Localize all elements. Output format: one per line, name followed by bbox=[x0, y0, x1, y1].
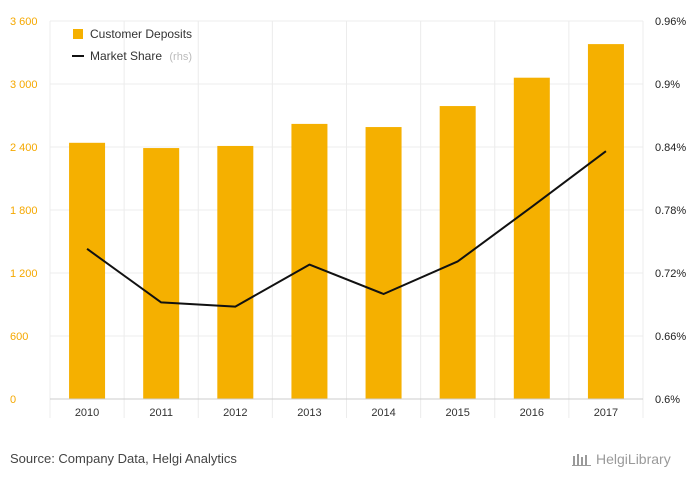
y-left-tick-label: 0 bbox=[10, 394, 16, 406]
x-tick-label: 2015 bbox=[445, 407, 469, 419]
legend-label-market-share: Market Share (rhs) bbox=[90, 49, 192, 63]
bar-2011 bbox=[143, 148, 180, 399]
y-right-tick-label: 0.72% bbox=[655, 268, 686, 280]
bar-series bbox=[69, 44, 624, 400]
library-icon bbox=[572, 454, 591, 466]
x-tick-label: 2017 bbox=[594, 407, 618, 419]
y-right-tick-label: 0.6% bbox=[655, 394, 680, 406]
x-tick-label: 2011 bbox=[149, 407, 173, 419]
brand-logo: HelgiLibrary bbox=[572, 451, 671, 467]
legend-label-customer-deposits: Customer Deposits bbox=[90, 27, 192, 41]
legend-label-market-share-suffix: (rhs) bbox=[169, 51, 192, 63]
y-right-tick-label: 0.9% bbox=[655, 79, 680, 91]
legend: Customer Deposits Market Share (rhs) bbox=[72, 27, 192, 63]
legend-label-market-share-name: Market Share bbox=[90, 49, 162, 63]
y-right-tick-label: 0.96% bbox=[655, 16, 686, 28]
x-tick-label: 2010 bbox=[75, 407, 99, 419]
y-right-tick-label: 0.78% bbox=[655, 205, 686, 217]
source-note: Source: Company Data, Helgi Analytics bbox=[10, 451, 237, 466]
chart: 0 600 1 200 1 800 2 400 3 000 3 600 0.6% 0.66% 0.… bbox=[10, 16, 686, 419]
grid bbox=[49, 20, 644, 418]
bar-2014 bbox=[365, 127, 402, 400]
y-left-tick-label: 1 200 bbox=[10, 268, 38, 280]
legend-swatch-customer-deposits bbox=[73, 29, 83, 39]
line-series bbox=[86, 150, 607, 308]
y-right-tick-label: 0.66% bbox=[655, 331, 686, 343]
x-tick-label: 2016 bbox=[520, 407, 544, 419]
x-tick-label: 2014 bbox=[371, 407, 395, 419]
bar-2016 bbox=[513, 77, 550, 399]
bar-2013 bbox=[291, 123, 328, 400]
y-left-tick-label: 1 800 bbox=[10, 205, 38, 217]
line-market-share bbox=[86, 150, 607, 308]
y-left-tick-label: 3 000 bbox=[10, 79, 38, 91]
bar-2017 bbox=[587, 44, 624, 399]
x-tick-label: 2012 bbox=[223, 407, 247, 419]
axes: 0 600 1 200 1 800 2 400 3 000 3 600 0.6% 0.66% 0.… bbox=[10, 16, 686, 419]
y-left-tick-label: 600 bbox=[10, 331, 28, 343]
y-right-tick-label: 0.84% bbox=[655, 142, 686, 154]
y-left-tick-label: 3 600 bbox=[10, 16, 38, 28]
brand-name: HelgiLibrary bbox=[596, 451, 671, 467]
x-tick-label: 2013 bbox=[297, 407, 321, 419]
bar-2010 bbox=[69, 142, 106, 400]
y-left-tick-label: 2 400 bbox=[10, 142, 38, 154]
bar-2012 bbox=[217, 145, 254, 399]
